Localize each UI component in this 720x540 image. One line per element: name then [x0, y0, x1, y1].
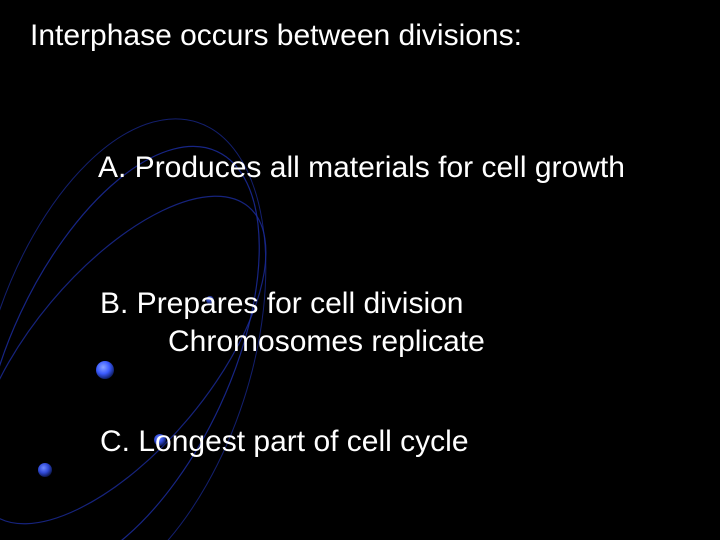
bullet-c: C. Longest part of cell cycle: [100, 424, 660, 459]
bullet-b-sub: Chromosomes replicate: [168, 324, 668, 359]
bullet-a: A. Produces all materials for cell growt…: [30, 150, 660, 185]
slide-title: Interphase occurs between divisions:: [30, 18, 590, 53]
bullet-b: B. Prepares for cell division: [100, 286, 660, 321]
